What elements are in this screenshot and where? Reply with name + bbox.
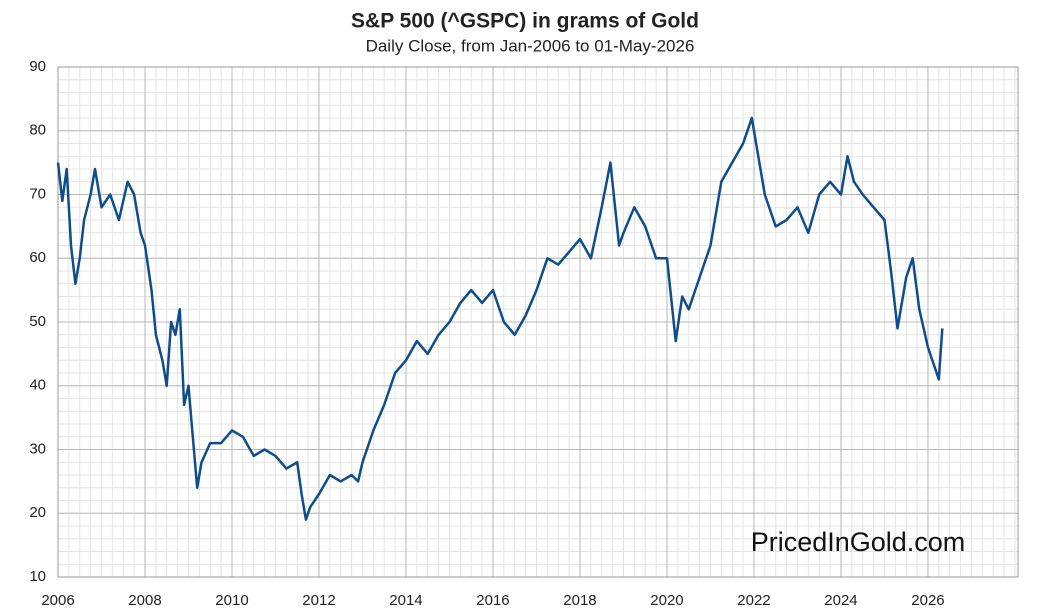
plot-frame <box>57 66 1019 578</box>
x-tick-label: 2010 <box>215 592 248 609</box>
y-tick-label: 80 <box>29 122 46 139</box>
y-tick-label: 40 <box>29 377 46 394</box>
y-tick-label: 20 <box>29 504 46 521</box>
y-tick-label: 70 <box>29 185 46 202</box>
y-tick-label: 50 <box>29 313 46 330</box>
data-line <box>56 116 944 521</box>
x-tick-label: 2022 <box>737 592 770 609</box>
x-tick-label: 2016 <box>476 592 509 609</box>
x-tick-label: 2008 <box>128 592 161 609</box>
x-tick-label: 2018 <box>563 592 596 609</box>
y-tick-label: 90 <box>29 58 46 75</box>
chart-subtitle: Daily Close, from Jan-2006 to 01-May-202… <box>366 36 695 55</box>
y-tick-label: 10 <box>29 568 46 585</box>
x-tick-label: 2026 <box>911 592 944 609</box>
y-tick-label: 60 <box>29 249 46 266</box>
x-tick-label: 2006 <box>41 592 74 609</box>
x-tick-label: 2020 <box>650 592 683 609</box>
y-tick-label: 30 <box>29 440 46 457</box>
x-tick-label: 2014 <box>389 592 422 609</box>
chart-title: S&P 500 (^GSPC) in grams of Gold <box>351 10 699 33</box>
x-tick-label: 2012 <box>302 592 335 609</box>
watermark: PricedInGold.com <box>751 527 966 557</box>
x-tick-label: 2024 <box>824 592 857 609</box>
